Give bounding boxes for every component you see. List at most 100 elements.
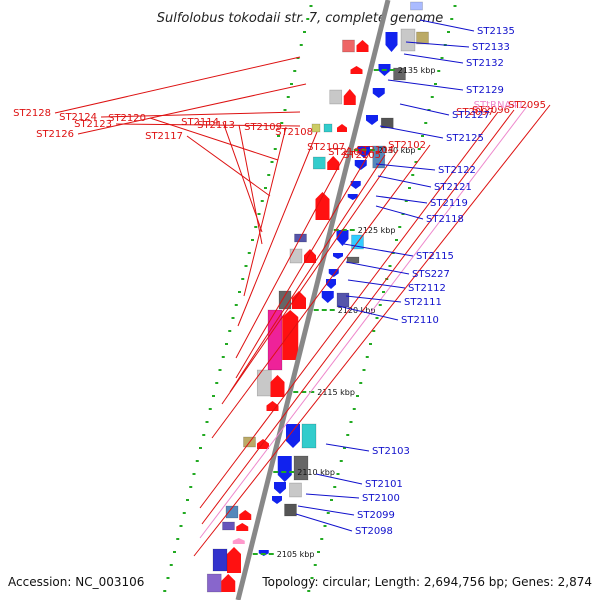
gene-box[interactable] — [416, 31, 429, 45]
gene-label[interactable]: ST2100 — [362, 493, 400, 504]
forward-gene-arrow[interactable] — [327, 156, 340, 170]
reverse-gene-arrow[interactable] — [333, 253, 343, 259]
gene-box[interactable] — [372, 145, 386, 169]
gene-box[interactable] — [225, 505, 239, 519]
gene-box[interactable] — [312, 156, 326, 170]
gene-label[interactable]: ST2107 — [307, 142, 345, 153]
gene-box[interactable] — [410, 1, 423, 11]
gene-box[interactable] — [222, 521, 235, 531]
forward-gene-arrow[interactable] — [350, 66, 363, 74]
gene-label[interactable]: ST2119 — [430, 198, 468, 209]
gene-box[interactable] — [289, 248, 303, 264]
gene-box[interactable] — [206, 573, 222, 593]
gene-label[interactable]: ST2126 — [36, 129, 74, 140]
gene-label[interactable]: ST2099 — [357, 510, 395, 521]
reverse-gene-arrow[interactable] — [326, 279, 336, 289]
scale-label: 2110 kbp — [297, 468, 335, 477]
reverse-gene-arrow[interactable] — [336, 230, 349, 246]
reverse-gene-arrow[interactable] — [385, 32, 398, 52]
gene-label[interactable]: ST2135 — [477, 26, 515, 37]
reverse-gene-arrow[interactable] — [366, 115, 378, 125]
gene-label[interactable]: ST2128 — [13, 108, 51, 119]
gene-box[interactable] — [336, 292, 350, 308]
gene-box[interactable] — [301, 423, 317, 449]
reverse-gene-arrow[interactable] — [321, 291, 334, 303]
gene-label[interactable]: ST2106 — [328, 147, 366, 158]
gene-label[interactable]: ST2108 — [275, 127, 313, 138]
forward-gene-arrow[interactable] — [304, 249, 316, 263]
gene-label[interactable]: ST2109 — [244, 122, 282, 133]
reverse-gene-arrow[interactable] — [358, 146, 370, 158]
forward-gene-arrow[interactable] — [343, 89, 356, 105]
gene-box[interactable] — [212, 548, 228, 572]
forward-gene-arrow[interactable] — [227, 547, 241, 573]
gene-box[interactable] — [323, 123, 333, 133]
forward-gene-arrow[interactable] — [239, 510, 252, 520]
gene-label[interactable]: ST2123 — [74, 119, 112, 130]
label-leader-line — [149, 117, 279, 161]
reverse-gene-arrow[interactable] — [372, 88, 385, 98]
forward-gene-arrow[interactable] — [315, 192, 330, 220]
gene-label[interactable]: ST2113 — [197, 120, 235, 131]
gene-label[interactable]: ST2114 — [181, 117, 219, 128]
reverse-gene-arrow[interactable] — [347, 194, 358, 200]
gene-label[interactable]: ST2110 — [401, 315, 439, 326]
forward-gene-arrow[interactable] — [236, 523, 249, 531]
gene-label[interactable]: ST2120 — [108, 113, 146, 124]
tick-mark — [317, 551, 320, 553]
gene-label[interactable]: ST2103 — [372, 446, 410, 457]
gene-label[interactable]: ST2117 — [145, 131, 183, 142]
gene-box[interactable] — [278, 290, 292, 310]
gene-label[interactable]: STS227 — [412, 269, 450, 280]
reverse-gene-arrow[interactable] — [286, 424, 300, 448]
gene-label[interactable]: ST2125 — [446, 133, 484, 144]
gene-label[interactable]: ST2112 — [408, 283, 446, 294]
gene-box[interactable] — [342, 39, 355, 53]
forward-gene-arrow[interactable] — [356, 40, 369, 52]
reverse-gene-arrow[interactable] — [350, 181, 361, 189]
gene-label[interactable]: ST2098 — [355, 526, 393, 537]
gene-label[interactable]: ST2133 — [472, 42, 510, 53]
tick-mark — [182, 512, 186, 514]
tick-mark — [267, 174, 271, 176]
gene-label[interactable]: ST2105 — [343, 150, 381, 161]
gene-label[interactable]: ST2124 — [59, 112, 97, 123]
gene-label[interactable]: ST2095 — [508, 100, 546, 111]
gene-label[interactable]: ST2101 — [365, 479, 403, 490]
forward-gene-arrow[interactable] — [257, 439, 269, 449]
gene-label[interactable]: ST2102 — [388, 140, 426, 151]
gene-label[interactable]: ST2121 — [434, 182, 472, 193]
gene-label[interactable]: ST2129 — [466, 85, 504, 96]
gene-label[interactable]: ST2115 — [416, 251, 454, 262]
gene-label[interactable]: ST2111 — [404, 297, 442, 308]
gene-label[interactable]: STtRNA41 — [474, 100, 524, 111]
gene-box[interactable] — [380, 117, 394, 129]
forward-gene-arrow[interactable] — [232, 538, 245, 544]
gene-label[interactable]: ST2097 — [456, 107, 494, 118]
gene-box[interactable] — [293, 455, 309, 481]
gene-label[interactable]: ST2127 — [452, 110, 490, 121]
gene-label[interactable]: ST2118 — [426, 214, 464, 225]
gene-box[interactable] — [267, 309, 283, 371]
forward-gene-arrow[interactable] — [270, 375, 285, 397]
gene-box[interactable] — [289, 482, 302, 498]
gene-label[interactable]: ST2132 — [466, 58, 504, 69]
reverse-gene-arrow[interactable] — [272, 496, 282, 504]
forward-gene-arrow[interactable] — [292, 291, 306, 309]
label-leader-line — [375, 205, 424, 220]
forward-gene-arrow[interactable] — [337, 124, 347, 132]
tick-mark — [215, 382, 219, 384]
gene-box[interactable] — [284, 503, 297, 517]
reverse-gene-arrow[interactable] — [274, 482, 286, 494]
gene-box[interactable] — [393, 67, 406, 81]
forward-gene-arrow[interactable] — [221, 574, 236, 592]
gene-box[interactable] — [329, 89, 343, 105]
reverse-gene-arrow[interactable] — [277, 456, 292, 482]
forward-gene-arrow[interactable] — [282, 310, 299, 360]
label-leader-line — [222, 121, 263, 233]
gene-label[interactable]: ST2096 — [472, 105, 510, 116]
gene-box[interactable] — [311, 123, 321, 133]
gene-box[interactable] — [400, 28, 416, 52]
gene-label[interactable]: ST2104 — [356, 145, 394, 156]
gene-label[interactable]: ST2122 — [438, 165, 476, 176]
